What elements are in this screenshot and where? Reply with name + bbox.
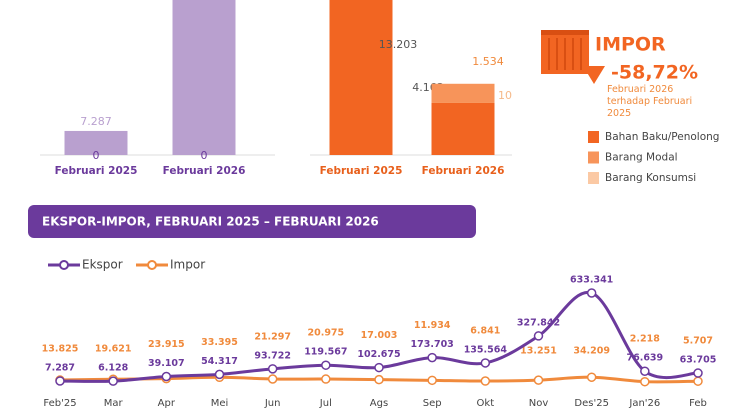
value-label: 13.825 [42,343,79,354]
point [427,352,437,363]
value-label: 7.287 [80,115,112,128]
x-tick-label: Februari 2025 [55,165,138,177]
point [480,376,491,386]
x-tick-label: Okt [477,398,495,409]
bar-segment [172,0,236,155]
x-tick-label: Ags [370,398,388,409]
legend-label: Ekspor [82,258,123,272]
impor-note: Februari 2026 terhadap Februari 2025 [607,84,693,119]
x-tick-label: Jun [264,398,281,409]
x-tick-label: Jul [319,398,332,409]
x-tick-label: Feb'25 [43,398,76,409]
point [693,376,703,386]
value-label: 13.251 [520,346,557,357]
value-label: 54.317 [201,356,238,367]
value-label: 13.203 [379,38,418,51]
point [586,372,597,382]
x-tick-label: Jan'26 [628,398,660,409]
point [267,374,278,384]
value-label: 17.003 [361,330,398,341]
legend-label: Bahan Baku/Penolong [605,131,719,143]
legend-label: Barang Modal [605,152,678,164]
x-tick-label: Februari 2026 [163,165,246,177]
point [214,369,225,380]
point [374,374,384,385]
value-label: 20.975 [307,328,344,339]
container-icon [541,30,589,74]
x-tick-label: Feb [689,398,707,409]
legend-swatch [588,151,599,164]
point [374,362,384,373]
point [427,375,437,386]
point [586,288,597,298]
point [321,360,331,370]
impor-title: IMPOR [595,34,666,56]
value-label: 39.107 [148,358,185,369]
legend-label: Barang Konsumsi [605,172,696,184]
value-label: 34.209 [573,346,610,357]
point [640,376,650,387]
legend-marker [147,260,157,270]
value-label: 21.297 [254,331,291,342]
value-label: 173.703 [411,339,454,350]
legend-label: Impor [170,258,205,272]
x-tick-label: Mar [104,398,124,409]
value-label: 119.567 [304,347,347,358]
value-label: 0 [93,149,100,162]
legend-swatch [588,172,599,184]
value-label: 33.395 [201,337,238,348]
value-label: 7.287 [45,362,75,373]
value-label: 76.639 [626,353,663,364]
value-label: 1.534 [472,55,504,68]
value-label: 633.341 [570,275,613,286]
bar-segment [431,102,495,155]
value-label: 135.564 [464,344,508,355]
value-label: 23.915 [148,339,185,350]
point [533,331,544,341]
point [161,371,172,382]
x-tick-label: Nov [529,398,549,409]
point [267,364,278,374]
bar-segment [329,0,393,156]
impor-change: -58,72% [611,62,698,84]
value-label: 327.842 [517,317,560,328]
legend-marker [59,260,69,270]
banner [28,205,476,238]
value-label: 5.707 [683,336,713,347]
value-label: 102.675 [357,349,400,360]
value-label: 63.705 [680,355,717,366]
value-label: 19.621 [95,344,132,355]
value-label: 0 [201,149,208,162]
bar-segment [64,130,128,155]
x-tick-label: Sep [423,398,442,409]
line-title: EKSPOR-IMPOR, FEBRUARI 2025 – FEBRUARI 2… [42,215,379,229]
x-tick-label: Des'25 [574,398,609,409]
value-label: 93.722 [254,350,291,361]
down-arrow [583,66,605,84]
point [480,358,491,368]
point [640,366,650,376]
value-label: 10 [498,89,512,102]
point [533,375,544,385]
x-tick-label: Apr [158,398,176,409]
x-tick-label: Februari 2025 [320,165,403,177]
x-tick-label: Februari 2026 [422,165,505,177]
point [55,376,65,386]
point [693,368,703,378]
legend-swatch [588,131,599,143]
x-tick-label: Mei [211,398,229,409]
point [108,376,118,386]
point [321,374,331,384]
value-label: 2.218 [630,334,660,345]
value-label: 11.934 [414,320,451,331]
value-label: 6.128 [98,363,128,374]
value-label: 6.841 [470,325,500,336]
bar-segment [431,83,495,103]
